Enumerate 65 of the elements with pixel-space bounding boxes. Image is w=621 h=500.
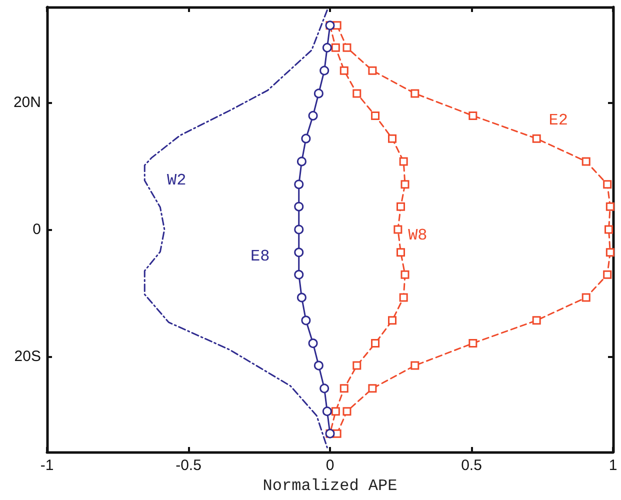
y-tick-label: 20S: [14, 348, 41, 366]
point: [394, 225, 402, 234]
point: [314, 88, 324, 98]
x-tick-label: -1: [40, 457, 54, 474]
point: [371, 339, 380, 348]
point: [296, 292, 306, 302]
point: [301, 316, 311, 326]
x-tick-label: 1: [608, 457, 618, 474]
point: [532, 316, 541, 325]
point: [603, 180, 612, 189]
y-tick-label: 20N: [13, 94, 41, 111]
point: [368, 384, 377, 393]
point: [371, 111, 380, 120]
series-label: E2: [548, 111, 568, 130]
point: [388, 316, 397, 325]
point: [294, 248, 304, 258]
point: [320, 384, 330, 394]
point: [320, 66, 330, 76]
line-series: [144, 9, 328, 448]
point: [331, 407, 340, 416]
point: [532, 134, 541, 143]
point: [606, 248, 614, 257]
point: [368, 66, 377, 75]
series-label: W2: [167, 172, 186, 190]
point: [468, 111, 478, 120]
y-tick-label: 0: [32, 221, 41, 238]
point: [468, 339, 478, 348]
point: [400, 270, 410, 279]
point: [322, 42, 332, 52]
point: [331, 43, 340, 52]
point: [352, 89, 362, 98]
point: [322, 406, 332, 416]
point: [294, 270, 304, 280]
point: [352, 361, 362, 370]
x-tick-label: -0.5: [176, 457, 202, 474]
point: [400, 180, 410, 189]
series-label: E8: [250, 248, 270, 266]
point: [294, 202, 304, 212]
point: [582, 157, 590, 166]
point: [301, 134, 311, 144]
point: [582, 293, 590, 302]
x-tick-label: 0: [326, 457, 334, 474]
point: [296, 156, 306, 166]
point: [308, 338, 318, 348]
point: [340, 384, 348, 393]
point: [314, 360, 324, 370]
point: [399, 157, 408, 166]
point: [604, 225, 614, 234]
point: [410, 361, 420, 370]
point: [294, 180, 304, 190]
point: [396, 248, 405, 257]
point: [399, 293, 408, 302]
point: [606, 202, 614, 211]
point: [396, 202, 405, 211]
x-tick-label: 0.5: [461, 457, 482, 474]
point: [294, 224, 304, 234]
point: [603, 270, 612, 279]
point: [342, 407, 352, 416]
point: [410, 89, 420, 98]
point: [342, 43, 352, 52]
x-axis-title: Normalized APE: [262, 476, 398, 495]
series-label: W8: [408, 226, 428, 244]
point: [308, 110, 318, 120]
point: [340, 66, 348, 75]
point: [388, 134, 397, 143]
